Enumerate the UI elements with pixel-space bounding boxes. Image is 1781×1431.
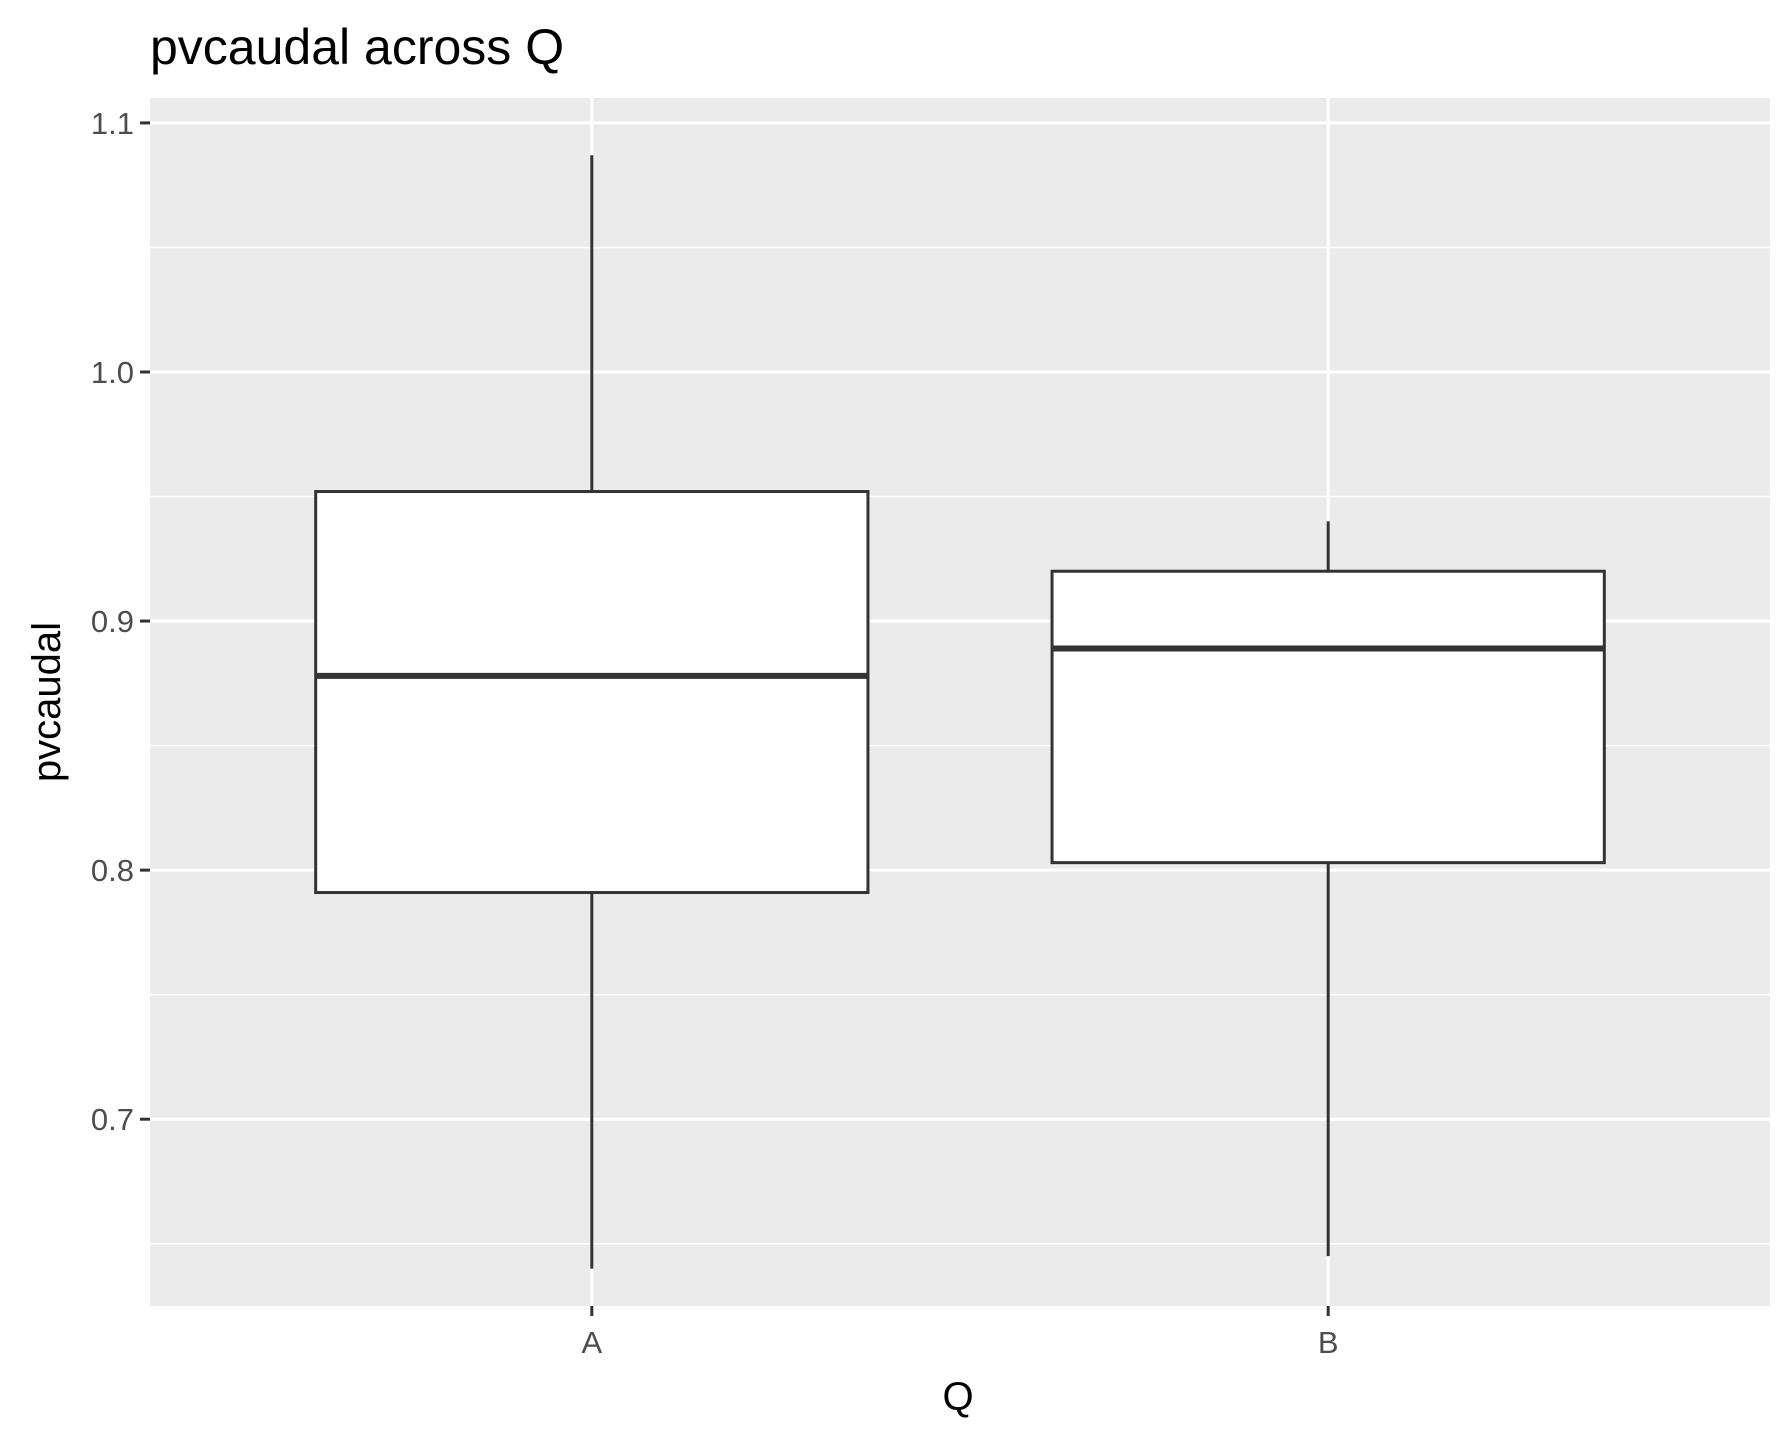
x-tick-label: A <box>581 1325 602 1360</box>
box-b <box>1050 521 1606 1257</box>
y-tick-label: 1.0 <box>91 355 134 390</box>
box-series <box>314 155 1606 1269</box>
x-tick-label: B <box>1318 1325 1339 1360</box>
y-tick-label: 0.9 <box>91 604 134 639</box>
chart-title: pvcaudal across Q <box>150 19 564 75</box>
box-iqr <box>1050 569 1606 865</box>
box-iqr <box>314 490 870 895</box>
y-axis-title: pvcaudal <box>25 622 69 782</box>
box-a <box>314 155 870 1269</box>
y-tick-label: 1.1 <box>91 106 134 141</box>
y-tick-label: 0.7 <box>91 1102 134 1137</box>
y-axis: 0.7 0.8 0.9 1.0 1.1 <box>91 106 150 1137</box>
x-axis-title: Q <box>942 1375 973 1419</box>
y-tick-label: 0.8 <box>91 853 134 888</box>
